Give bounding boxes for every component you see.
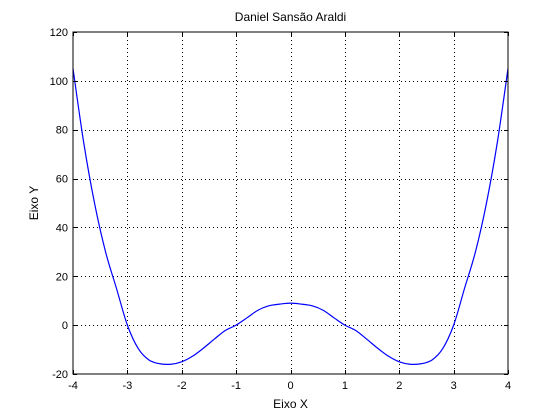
y-tick-label: 100	[50, 76, 68, 88]
y-tick-label: 0	[62, 320, 68, 332]
x-tick-label: 1	[342, 380, 348, 392]
y-tick-label: 60	[56, 174, 68, 186]
x-tick-label: -2	[177, 380, 187, 392]
ticks: -4 -3 -2 -1 0 1 2 3 4 -20 0 20 40 60 80 100 120	[50, 27, 511, 392]
x-tick-label: 3	[451, 380, 457, 392]
x-axis-title: Eixo X	[273, 397, 308, 411]
series-layer	[72, 68, 509, 365]
y-tick-label: 80	[56, 125, 68, 137]
y-tick-label: -20	[52, 369, 68, 381]
series-line	[72, 68, 509, 365]
grid	[73, 32, 508, 374]
y-tick-label: 20	[56, 271, 68, 283]
y-tick-label: 120	[50, 27, 68, 39]
axes-frame	[72, 31, 509, 375]
y-tick-label: 40	[56, 222, 68, 234]
x-tick-label: 0	[287, 380, 293, 392]
y-axis-title: Eixo Y	[27, 186, 41, 220]
chart-title: Daniel Sansão Araldi	[235, 10, 346, 24]
x-tick-label: -3	[122, 380, 132, 392]
plot-area	[73, 32, 508, 374]
x-tick-label: -4	[68, 380, 78, 392]
x-tick-label: -1	[231, 380, 241, 392]
x-tick-label: 4	[505, 380, 511, 392]
x-tick-label: 2	[396, 380, 402, 392]
